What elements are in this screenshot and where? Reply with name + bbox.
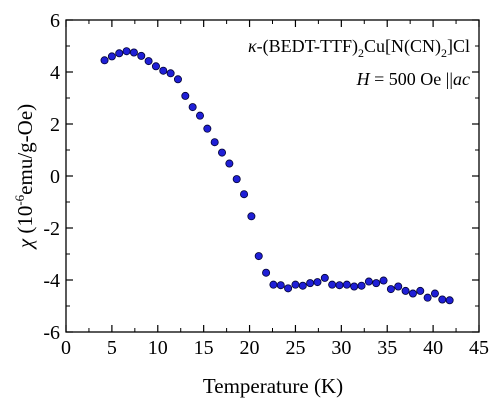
data-point bbox=[144, 57, 153, 66]
y-tick-label: 4 bbox=[50, 62, 60, 84]
data-point bbox=[203, 124, 212, 133]
data-point bbox=[320, 273, 329, 282]
data-point bbox=[188, 103, 197, 112]
data-point bbox=[129, 48, 138, 57]
data-point bbox=[240, 190, 249, 199]
x-tick-label: 0 bbox=[61, 337, 71, 359]
data-point bbox=[100, 56, 109, 65]
data-point bbox=[254, 252, 263, 261]
data-point bbox=[394, 282, 403, 291]
data-point bbox=[276, 281, 285, 290]
data-point bbox=[328, 280, 337, 289]
y-tick-label: 0 bbox=[50, 166, 60, 188]
data-point bbox=[173, 75, 182, 84]
data-point bbox=[306, 279, 315, 288]
data-point bbox=[430, 289, 439, 298]
data-point bbox=[195, 111, 204, 120]
data-point bbox=[262, 268, 271, 277]
x-tick-label: 25 bbox=[285, 337, 305, 359]
y-tick-label: -6 bbox=[43, 322, 60, 344]
data-point bbox=[107, 52, 116, 61]
x-tick-label: 20 bbox=[240, 337, 260, 359]
x-tick-label: 5 bbox=[107, 337, 117, 359]
y-axis-label: χ (10-6emu/g-Oe) bbox=[12, 104, 37, 250]
data-point bbox=[408, 289, 417, 298]
data-point bbox=[445, 296, 454, 305]
data-point bbox=[210, 138, 219, 147]
data-point bbox=[247, 212, 256, 221]
x-tick-label: 35 bbox=[377, 337, 397, 359]
data-point bbox=[386, 285, 395, 294]
data-point bbox=[115, 49, 124, 58]
data-point bbox=[269, 280, 278, 289]
x-axis-label: Temperature (K) bbox=[203, 374, 343, 398]
x-tick-label: 40 bbox=[423, 337, 443, 359]
axes: 0 5 10 15 20 25 30 35 40 45 -6 -4 -2 0 2 4 6 bbox=[43, 10, 489, 359]
data-point bbox=[291, 280, 300, 289]
data-point bbox=[122, 47, 131, 56]
data-point bbox=[298, 281, 307, 290]
data-point bbox=[423, 293, 432, 302]
data-point bbox=[379, 276, 388, 285]
x-tick-label: 45 bbox=[469, 337, 489, 359]
data-point bbox=[342, 280, 351, 289]
data-point bbox=[137, 51, 146, 60]
data-point bbox=[225, 159, 234, 168]
data-point bbox=[335, 281, 344, 290]
y-tick-label: 6 bbox=[50, 10, 60, 32]
y-tick-label: -4 bbox=[43, 270, 60, 292]
data-point bbox=[159, 66, 168, 75]
data-point bbox=[401, 286, 410, 295]
x-tick-label: 15 bbox=[194, 337, 214, 359]
data-point bbox=[166, 69, 175, 78]
annotation-compound: κ-(BEDT-TTF)2Cu[N(CN)2]Cl bbox=[248, 36, 470, 60]
x-tick-label: 30 bbox=[331, 337, 351, 359]
data-point bbox=[416, 286, 425, 295]
data-point bbox=[218, 148, 227, 157]
x-tick-label: 10 bbox=[148, 337, 168, 359]
data-point bbox=[181, 91, 190, 100]
data-point bbox=[438, 295, 447, 304]
data-point bbox=[313, 278, 322, 287]
data-points bbox=[100, 47, 454, 305]
data-point bbox=[357, 281, 366, 290]
data-point bbox=[350, 282, 359, 291]
data-point bbox=[151, 62, 160, 71]
annotation-field: H = 500 Oe ||ac bbox=[356, 69, 470, 89]
y-tick-label: -2 bbox=[43, 218, 60, 240]
data-point bbox=[364, 277, 373, 286]
data-point bbox=[284, 284, 293, 293]
data-point bbox=[232, 175, 241, 184]
y-tick-label: 2 bbox=[50, 114, 60, 136]
data-point bbox=[372, 279, 381, 288]
